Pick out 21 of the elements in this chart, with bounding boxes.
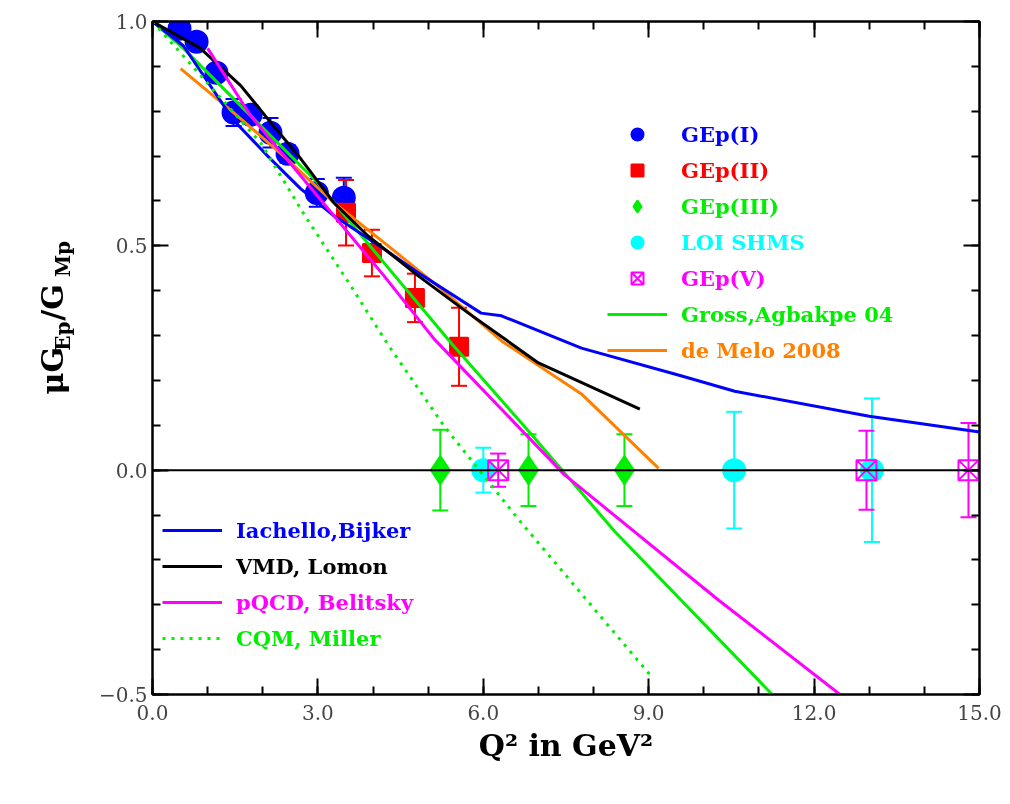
legend-label: GEp(III) xyxy=(681,193,779,219)
x-tick-label: 15.0 xyxy=(957,700,1002,725)
x-tick-label: 6.0 xyxy=(467,700,500,725)
legend-label: LOI SHMS xyxy=(681,229,805,255)
x-axis-title: Q² in GeV² xyxy=(478,727,654,763)
x-tick-label: 9.0 xyxy=(632,700,665,725)
y-tick-label: 0.5 xyxy=(115,234,148,259)
y-tick-label: 1.0 xyxy=(115,10,148,34)
legend-label: GEp(I) xyxy=(681,121,760,147)
legend-label: CQM, Miller xyxy=(236,625,381,651)
legend-label: Iachello,Bijker xyxy=(236,517,411,543)
legend-label: pQCD, Belitsky xyxy=(236,589,414,615)
legend-label: VMD, Lomon xyxy=(236,553,388,579)
x-tick-label: 12.0 xyxy=(791,700,837,725)
legend-label: GEp(V) xyxy=(681,265,766,291)
legend-label: Gross,Agbakpe 04 xyxy=(681,301,894,327)
y-axis-title: μGEp/GMp xyxy=(35,240,75,395)
legend-label: de Melo 2008 xyxy=(681,337,841,363)
legend-label: GEp(II) xyxy=(681,157,770,183)
x-tick-label: 3.0 xyxy=(302,700,334,725)
y-tick-label: 0.0 xyxy=(115,458,148,483)
